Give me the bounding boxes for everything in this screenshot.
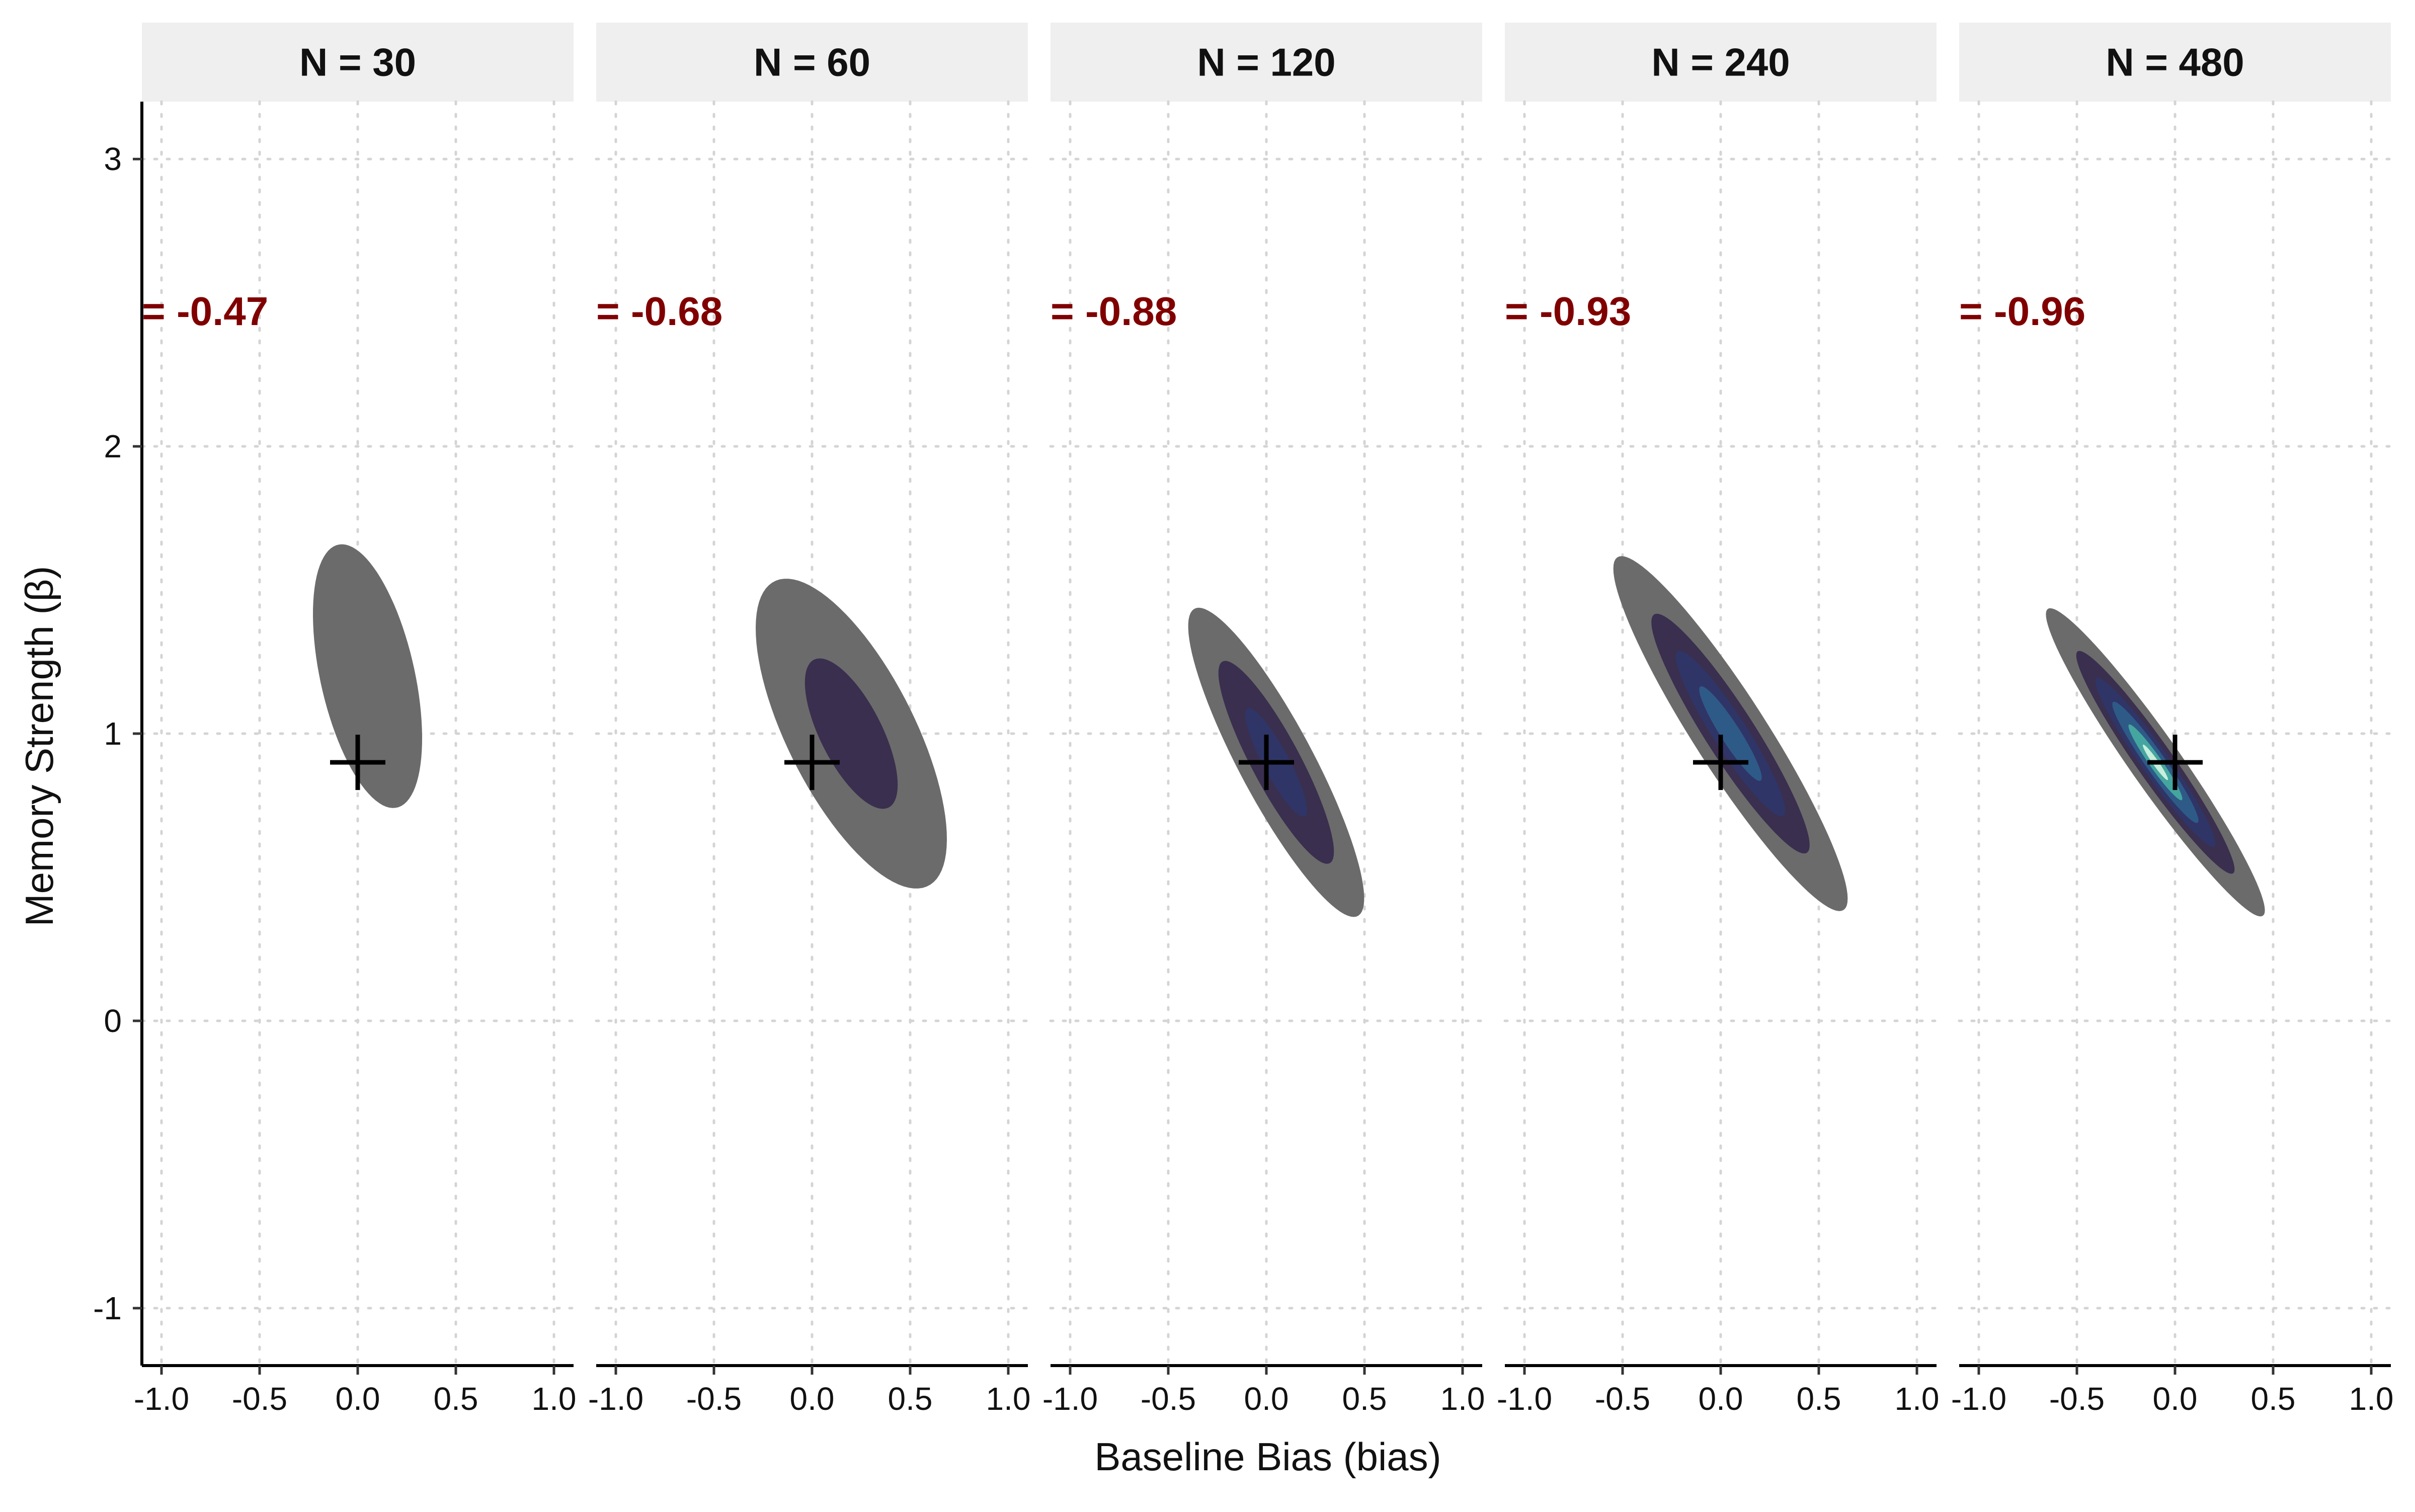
x-tick-label: 0.5 (888, 1381, 933, 1417)
true-value-marker (2147, 735, 2203, 790)
density-contours (313, 544, 422, 808)
x-tick-label: 1.0 (1440, 1381, 1485, 1417)
x-tick-label: 1.0 (2349, 1381, 2394, 1417)
facet-strip (1505, 23, 1937, 102)
correlation-annotation: = -0.88 (1051, 289, 1177, 334)
facet-strip-label: N = 480 (2106, 40, 2244, 85)
facet-strip (142, 23, 574, 102)
gridlines (1958, 100, 2392, 1367)
x-axis: -1.0 -0.5 0.0 0.5 1.0 (1042, 1364, 1485, 1417)
x-axis: -1.0 -0.5 0.0 0.5 1.0 (1497, 1364, 1940, 1417)
x-tick-label: -1.0 (1497, 1381, 1552, 1417)
x-tick-label: -1.0 (1042, 1381, 1098, 1417)
facet-strip (596, 23, 1028, 102)
correlation-annotation: = -0.68 (596, 289, 722, 334)
x-axis: -1.0 -0.5 0.0 0.5 1.0 (588, 1364, 1031, 1417)
y-tick-label: 3 (104, 141, 122, 177)
density-contours (756, 579, 947, 889)
x-tick-label: 0.0 (1244, 1381, 1289, 1417)
x-tick-label: 0.5 (1797, 1381, 1841, 1417)
y-tick-label: 2 (104, 428, 122, 464)
y-axis: -1 0 1 2 3 (93, 102, 143, 1366)
x-tick-label: -0.5 (2049, 1381, 2105, 1417)
y-axis-title: Memory Strength (β) (17, 566, 61, 927)
y-tick-label: -1 (93, 1290, 122, 1326)
facet-panel: N = 240 = -0.93 -1.0 -0.5 0.0 0.5 1.0 (1497, 23, 1940, 1417)
x-tick-label: 0.0 (2153, 1381, 2198, 1417)
x-tick-label: -0.5 (686, 1381, 742, 1417)
x-axis: -1.0 -0.5 0.0 0.5 1.0 (1951, 1364, 2394, 1417)
x-tick-label: -1.0 (588, 1381, 643, 1417)
x-tick-label: -1.0 (134, 1381, 189, 1417)
correlation-annotation: = -0.93 (1505, 289, 1631, 334)
x-tick-label: -1.0 (1951, 1381, 2006, 1417)
facet-panel: N = 480 = -0.96 -1.0 -0.5 0.0 0.5 1.0 (1951, 23, 2394, 1417)
x-tick-label: -0.5 (232, 1381, 287, 1417)
x-tick-label: 0.0 (1699, 1381, 1743, 1417)
x-tick-label: 0.5 (434, 1381, 478, 1417)
y-tick-label: 1 (104, 715, 122, 752)
true-value-marker (330, 735, 385, 790)
facet-strip-label: N = 30 (299, 40, 416, 85)
x-tick-label: 1.0 (532, 1381, 577, 1417)
facet-panel: N = 30 = -0.47 -1.0 -0.5 0.0 0.5 1.0 (134, 23, 577, 1417)
facet-panel: N = 60 = -0.68 -1.0 -0.5 0.0 0.5 1.0 (588, 23, 1031, 1417)
density-contour-level (1699, 686, 1762, 781)
true-value-marker (784, 735, 840, 790)
x-tick-label: 1.0 (1895, 1381, 1940, 1417)
facet-strip (1959, 23, 2391, 102)
x-tick-label: 1.0 (986, 1381, 1031, 1417)
x-axis: -1.0 -0.5 0.0 0.5 1.0 (134, 1364, 577, 1417)
x-tick-label: 0.0 (336, 1381, 380, 1417)
correlation-annotation: = -0.96 (1959, 289, 2085, 334)
facet-strip (1051, 23, 1482, 102)
x-tick-label: 0.0 (790, 1381, 835, 1417)
density-contours (1613, 556, 1848, 911)
facet-strip-label: N = 120 (1197, 40, 1335, 85)
true-value-marker (1239, 735, 1294, 790)
facet-strip-label: N = 240 (1651, 40, 1790, 85)
facet-strip-label: N = 60 (754, 40, 870, 85)
x-axis-title: Baseline Bias (bias) (1094, 1435, 1441, 1479)
density-contour-level (313, 544, 422, 808)
x-tick-label: 0.5 (1342, 1381, 1387, 1417)
x-tick-label: -0.5 (1595, 1381, 1650, 1417)
facet-panel: N = 120 = -0.88 -1.0 -0.5 0.0 0.5 1.0 (1042, 23, 1485, 1417)
x-tick-label: -0.5 (1141, 1381, 1196, 1417)
density-contour-level (804, 658, 898, 809)
x-tick-label: 0.5 (2251, 1381, 2296, 1417)
correlation-annotation: = -0.47 (142, 289, 268, 334)
y-tick-label: 0 (104, 1003, 122, 1039)
true-value-marker (1693, 735, 1748, 790)
